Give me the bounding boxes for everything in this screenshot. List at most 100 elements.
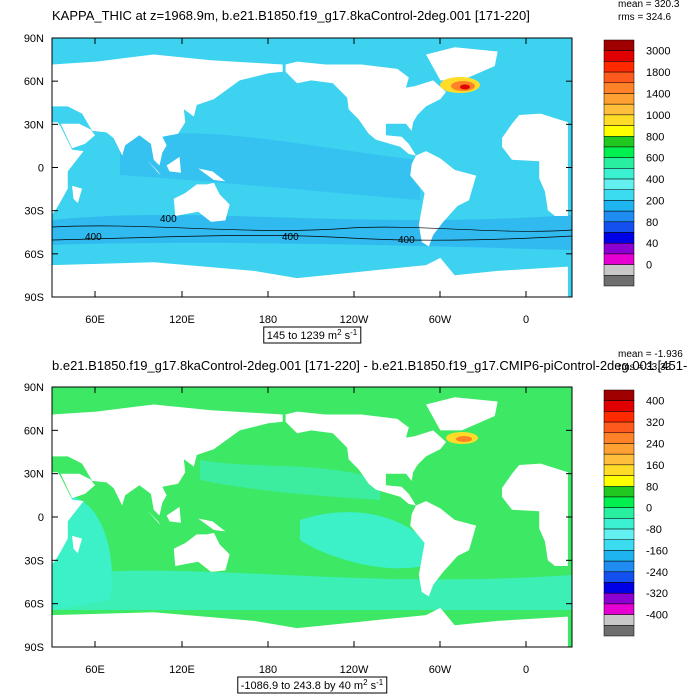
colorbar-box	[603, 518, 635, 530]
colorbar-label: 0	[646, 503, 652, 515]
colorbar-box	[603, 61, 635, 73]
lon-label: 180	[259, 314, 277, 326]
map-1	[52, 38, 572, 297]
colorbar-box	[603, 411, 635, 423]
colorbar-label: 240	[646, 438, 664, 450]
stat-label: rms = 324.6	[618, 12, 672, 23]
colorbar-box	[603, 603, 635, 615]
lon-label: 120E	[169, 314, 195, 326]
colorbar-box	[603, 189, 635, 201]
colorbar-label: 80	[646, 217, 658, 229]
range-text: 145 to 1239 m2 s-1	[267, 328, 358, 342]
colorbar-box	[603, 275, 635, 287]
stat-label: mean = -1.936	[618, 349, 683, 360]
colorbar-box	[603, 432, 635, 444]
range-part: -1	[376, 678, 384, 687]
lon-label: 120W	[340, 314, 369, 326]
range-part: -1	[350, 328, 358, 337]
colorbar-label: 160	[646, 460, 664, 472]
contour-label: 400	[85, 232, 102, 243]
lon-label: 60E	[85, 664, 105, 676]
colorbar-label: 1800	[646, 67, 670, 79]
colorbar-box	[603, 539, 635, 551]
range-text: -1086.9 to 243.8 by 40 m2 s-1	[241, 678, 384, 692]
colorbar-box	[603, 614, 635, 626]
colorbar-label: 3000	[646, 46, 670, 58]
contour-label: 400	[398, 235, 415, 246]
colorbar-label: 1000	[646, 110, 670, 122]
colorbar-box	[603, 475, 635, 487]
map-2	[52, 387, 572, 647]
lon-label: 0	[523, 664, 529, 676]
lon-label: 60W	[429, 314, 452, 326]
colorbar-box	[603, 582, 635, 594]
lat-label: 90N	[24, 382, 44, 394]
colorbar-box	[603, 168, 635, 180]
colorbar-label: 600	[646, 153, 664, 165]
colorbar-label: 200	[646, 195, 664, 207]
colorbar-label: 320	[646, 417, 664, 429]
colorbar-box	[603, 39, 635, 51]
colorbar-label: 1400	[646, 88, 670, 100]
range-box	[237, 676, 388, 694]
lat-label: 90S	[24, 292, 44, 304]
lat-label: 60S	[24, 249, 44, 261]
colorbar-box	[603, 125, 635, 137]
lat-label: 60N	[24, 425, 44, 437]
range-label: -1086.9 to 243.8 by 40 m2 s-1	[237, 676, 388, 694]
colorbar-box	[603, 560, 635, 573]
colorbar-box	[603, 571, 635, 583]
colorbar-box	[603, 507, 635, 519]
contour-label: 400	[282, 232, 299, 243]
colorbar-box	[603, 421, 635, 434]
lon-label: 120E	[169, 664, 195, 676]
stat-label: mean = 320.3	[618, 0, 680, 10]
colorbar-box	[603, 157, 635, 169]
panel-title: KAPPA_THIC at z=1968.9m, b.e21.B1850.f19…	[52, 8, 530, 23]
lat-label: 0	[38, 163, 44, 175]
colorbar-box	[603, 528, 635, 540]
lat-label: 0	[38, 512, 44, 524]
colorbar-box	[603, 464, 635, 476]
colorbar-box	[603, 592, 635, 605]
lat-label: 60S	[24, 599, 44, 611]
colorbar-box	[603, 210, 635, 223]
colorbar-box	[603, 114, 635, 126]
colorbar-box	[603, 242, 635, 255]
range-part: -1086.9 to 243.8 by 40 m	[241, 680, 363, 692]
colorbar-box	[603, 400, 635, 412]
range-part: 145 to 1239 m	[267, 330, 337, 342]
colorbar-label: 0	[646, 260, 652, 272]
colorbar-box	[603, 443, 635, 455]
lat-label: 30S	[24, 206, 44, 218]
colorbar-label: -160	[646, 545, 668, 557]
lat-label: 30N	[24, 469, 44, 481]
colorbar-box	[603, 146, 635, 158]
colorbar-box	[603, 389, 635, 401]
colorbar-label: -320	[646, 588, 668, 600]
colorbar-box	[603, 486, 635, 498]
colorbar-box	[603, 178, 635, 190]
colorbar-label: 400	[646, 396, 664, 408]
colorbar-label: -400	[646, 610, 668, 622]
colorbar-box	[603, 103, 635, 116]
lat-label: 90N	[24, 33, 44, 45]
contour-label: 400	[160, 214, 177, 225]
lon-label: 60W	[429, 664, 452, 676]
range-part: s	[368, 680, 377, 692]
panel-title: b.e21.B1850.f19_g17.8kaControl-2deg.001 …	[52, 358, 687, 373]
lat-label: 30S	[24, 555, 44, 567]
colorbar-box	[603, 93, 635, 105]
lon-label: 180	[259, 664, 277, 676]
colorbar-box	[603, 232, 635, 244]
colorbar-box	[603, 625, 635, 637]
colorbar-box	[603, 50, 635, 62]
colorbar-box	[603, 253, 635, 265]
lon-label: 120W	[340, 664, 369, 676]
lon-label: 0	[523, 314, 529, 326]
range-part: s	[342, 330, 351, 342]
lat-label: 30N	[24, 119, 44, 131]
colorbar-label: 80	[646, 481, 658, 493]
